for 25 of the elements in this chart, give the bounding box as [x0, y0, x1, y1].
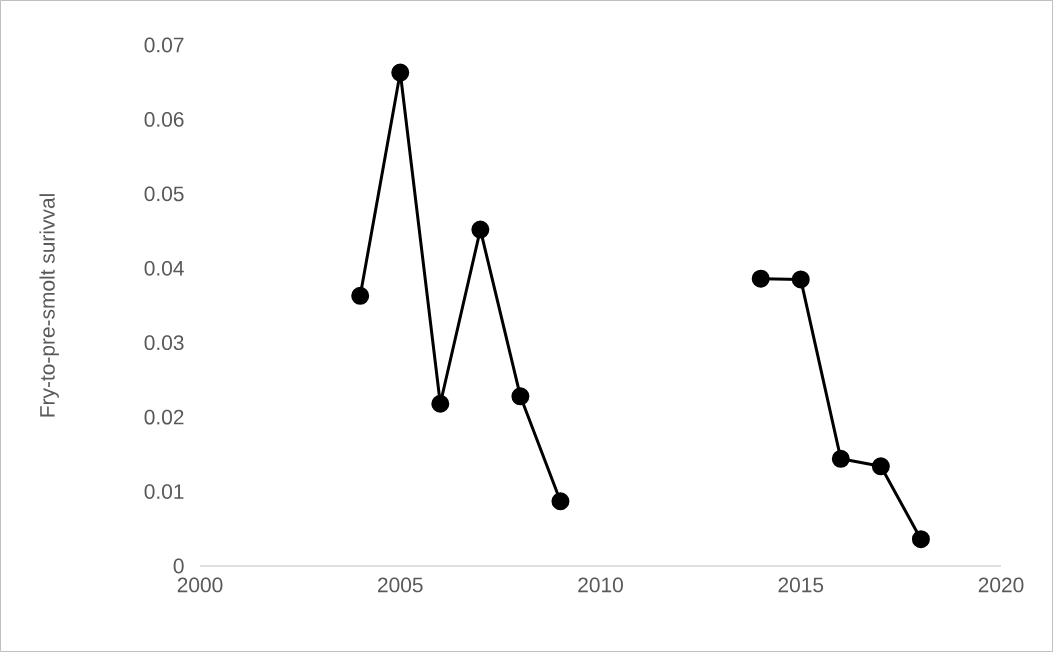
point	[791, 270, 810, 289]
y-tick-label: 0.02	[144, 409, 184, 425]
point	[551, 492, 570, 511]
point	[391, 63, 410, 82]
x-tick-label: 2005	[378, 577, 423, 593]
y-axis-title: Fry-to-pre-smolt surivval	[39, 194, 59, 417]
x-tick-label: 2015	[778, 577, 824, 593]
point	[751, 269, 770, 288]
point	[511, 387, 530, 406]
x-tick-label: 2000	[177, 577, 223, 593]
y-tick-label: 0.05	[144, 186, 184, 202]
x-tick-label: 2010	[578, 577, 623, 593]
x-tick-label: 2020	[978, 577, 1024, 593]
point	[351, 286, 370, 305]
point	[911, 530, 930, 549]
y-tick-label: 0.06	[144, 112, 184, 127]
point	[431, 394, 450, 413]
y-tick-label: 0.01	[144, 484, 184, 499]
y-tick-label: 0	[173, 558, 184, 574]
y-tick-label: 0.03	[144, 335, 184, 351]
point	[871, 457, 890, 476]
point	[831, 449, 850, 468]
y-tick-label: 0.04	[144, 260, 184, 276]
y-tick-label: 0.07	[144, 37, 184, 53]
point	[471, 220, 490, 239]
